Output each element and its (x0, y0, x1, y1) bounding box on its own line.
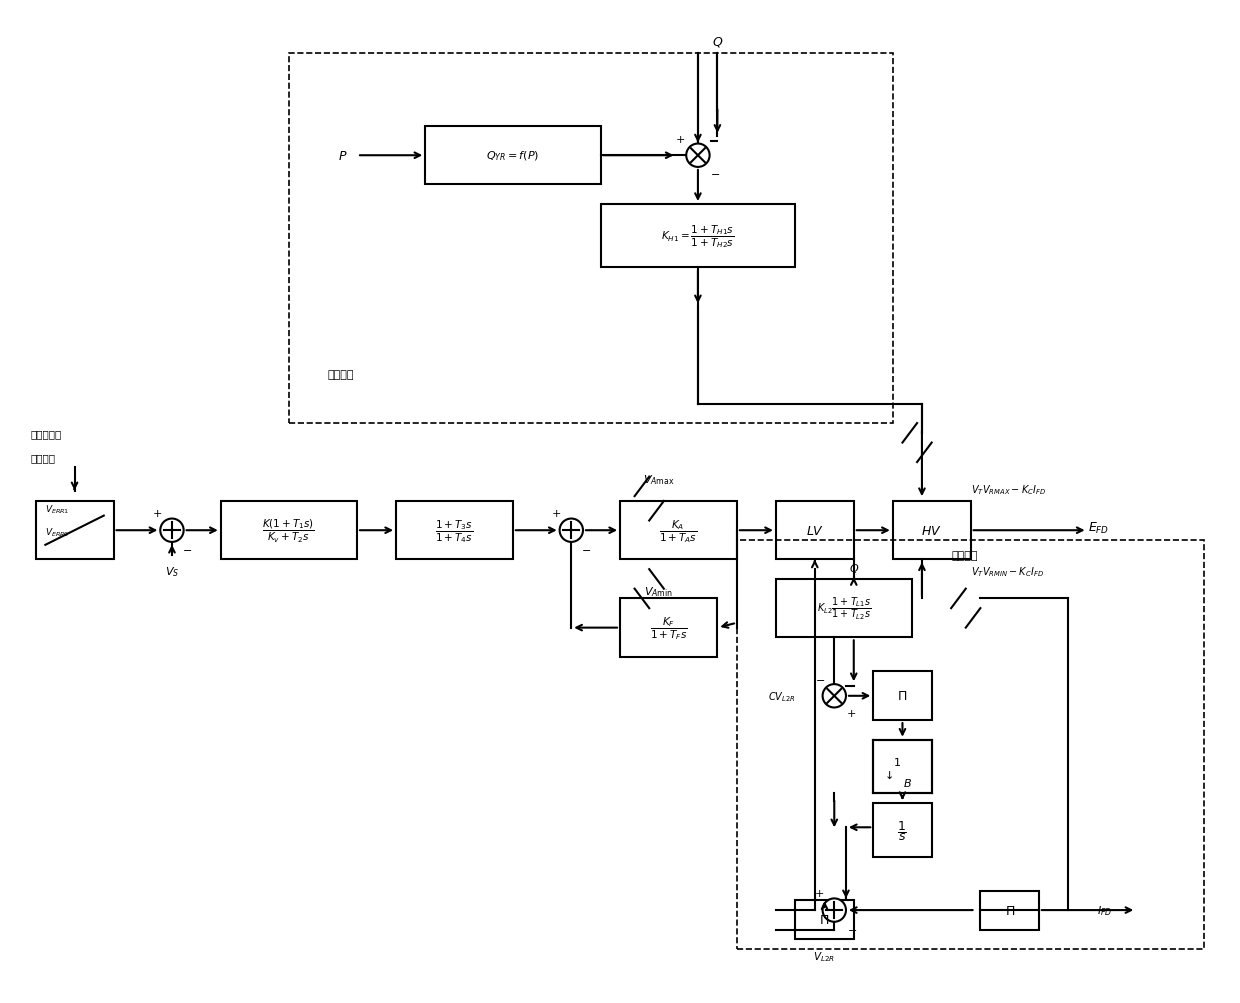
Text: $V_T V_{RMAX} - K_C I_{FD}$: $V_T V_{RMAX} - K_C I_{FD}$ (971, 482, 1045, 496)
Text: +: + (552, 509, 562, 519)
Circle shape (559, 519, 583, 543)
Bar (776, 580, 913, 638)
Text: $\dfrac{K_A}{1+T_A s}$: $\dfrac{K_A}{1+T_A s}$ (660, 518, 698, 544)
Text: +: + (676, 134, 684, 144)
Bar (873, 803, 931, 857)
Text: $V_{ERR1}$: $V_{ERR1}$ (46, 504, 69, 516)
Bar (737, 541, 1204, 949)
Bar (425, 127, 600, 186)
Text: $V_{A\max}$: $V_{A\max}$ (644, 473, 675, 486)
Circle shape (686, 144, 709, 168)
Text: $V_{ERR0}$: $V_{ERR0}$ (46, 527, 69, 539)
Text: $-$: $-$ (711, 168, 720, 178)
Text: $\Pi$: $\Pi$ (1004, 904, 1014, 917)
Text: $\dfrac{K_F}{1+T_F s}$: $\dfrac{K_F}{1+T_F s}$ (650, 615, 687, 641)
Text: $I_{FD}$: $I_{FD}$ (1097, 904, 1112, 917)
Text: $K_{L2}\dfrac{1+T_{L1}s}{1+T_{L2}s}$: $K_{L2}\dfrac{1+T_{L1}s}{1+T_{L2}s}$ (817, 595, 872, 622)
Text: $\dfrac{K(1+T_1s)}{K_v+T_2s}$: $\dfrac{K(1+T_1s)}{K_v+T_2s}$ (263, 518, 315, 545)
Text: $-$: $-$ (181, 544, 192, 554)
Circle shape (822, 684, 846, 708)
Text: $Q_{YR}=f(P)$: $Q_{YR}=f(P)$ (486, 149, 539, 162)
Text: $-$: $-$ (847, 923, 857, 933)
Text: 1: 1 (894, 757, 901, 767)
Bar (795, 901, 854, 940)
Text: 强励启动或: 强励启动或 (31, 428, 62, 438)
Text: $\dfrac{1}{s}$: $\dfrac{1}{s}$ (898, 818, 908, 842)
Text: $E_{FD}$: $E_{FD}$ (1087, 521, 1109, 536)
Text: $-$: $-$ (815, 674, 825, 684)
Text: $\dfrac{1+T_3s}{1+T_4s}$: $\dfrac{1+T_3s}{1+T_4s}$ (435, 518, 474, 544)
Text: 低励限制: 低励限制 (327, 370, 355, 380)
Text: +: + (153, 509, 162, 519)
Bar (776, 502, 854, 560)
Text: $HV$: $HV$ (921, 525, 942, 538)
Bar (620, 502, 737, 560)
Text: $B$: $B$ (903, 775, 911, 787)
Bar (620, 599, 718, 657)
Text: $V_T V_{RMIN} - K_C I_{FD}$: $V_T V_{RMIN} - K_C I_{FD}$ (971, 565, 1044, 579)
Text: 过励限制: 过励限制 (951, 550, 977, 560)
Circle shape (822, 899, 846, 922)
Bar (981, 891, 1039, 930)
Text: $Q$: $Q$ (848, 562, 859, 575)
Text: $V_S$: $V_S$ (165, 565, 179, 579)
Bar (873, 672, 931, 720)
Text: $Q$: $Q$ (712, 35, 723, 49)
Text: $P$: $P$ (337, 149, 347, 162)
Bar (396, 502, 513, 560)
Bar (873, 740, 931, 793)
Text: 退出信号: 退出信号 (31, 452, 56, 462)
Bar (893, 502, 971, 560)
Text: $LV$: $LV$ (806, 525, 823, 538)
Text: +: + (815, 888, 825, 898)
Text: $V_{L2R}$: $V_{L2R}$ (813, 949, 836, 963)
Text: $CV_{L2R}$: $CV_{L2R}$ (768, 689, 795, 703)
Bar (289, 54, 893, 423)
Text: $\Pi$: $\Pi$ (820, 914, 830, 927)
Bar (600, 205, 795, 268)
Bar (36, 502, 114, 560)
Text: $-$: $-$ (580, 544, 591, 554)
Text: $\downarrow$: $\downarrow$ (882, 768, 894, 780)
Text: $\Pi$: $\Pi$ (898, 690, 908, 702)
Circle shape (160, 519, 184, 543)
Bar (221, 502, 357, 560)
Text: +: + (847, 709, 857, 718)
Text: $K_{H1}=\dfrac{1+T_{H1}s}{1+T_{H2}s}$: $K_{H1}=\dfrac{1+T_{H1}s}{1+T_{H2}s}$ (661, 223, 734, 250)
Text: $V_{A\min}$: $V_{A\min}$ (645, 584, 673, 598)
